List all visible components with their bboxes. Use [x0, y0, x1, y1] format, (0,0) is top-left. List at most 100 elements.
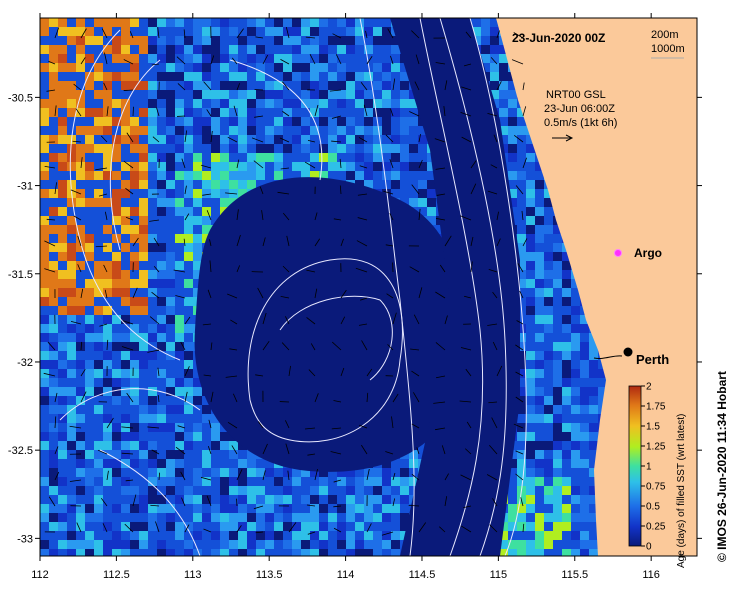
y-tick-label: -31 — [17, 181, 33, 193]
sst-pixel — [103, 378, 112, 387]
sst-pixel — [346, 18, 355, 27]
sst-pixel — [274, 27, 283, 36]
sst-pixel — [526, 198, 535, 207]
current-arrow — [47, 341, 56, 351]
current-arrow — [441, 445, 446, 455]
sst-pixel — [58, 405, 67, 414]
sst-pixel — [193, 198, 202, 207]
sst-pixel — [211, 504, 220, 513]
current-arrow — [230, 319, 238, 325]
current-arrow — [418, 134, 421, 143]
sst-pixel — [130, 144, 139, 153]
sst-pixel — [517, 522, 526, 531]
sst-pixel — [229, 45, 238, 54]
sst-pixel — [562, 504, 571, 513]
sst-pixel — [175, 144, 184, 153]
sst-pixel — [40, 297, 49, 306]
sst-pixel — [148, 243, 157, 252]
sst-pixel — [121, 432, 130, 441]
sst-pixel — [373, 162, 382, 171]
sst-pixel — [76, 234, 85, 243]
sst-pixel — [328, 126, 337, 135]
current-arrow — [287, 470, 290, 481]
sst-pixel — [157, 54, 166, 63]
sst-pixel — [58, 513, 67, 522]
sst-pixel — [130, 324, 139, 333]
sst-pixel — [211, 162, 220, 171]
colorbar-gradient — [628, 385, 642, 547]
sst-pixel — [238, 72, 247, 81]
sst-pixel — [112, 450, 121, 459]
sst-pixel — [49, 189, 58, 198]
sst-pixel — [373, 477, 382, 486]
current-arrow — [97, 449, 108, 455]
current-arrow — [492, 498, 498, 507]
land-mass — [496, 18, 697, 556]
sst-pixel — [364, 162, 373, 171]
current-arrow — [129, 31, 134, 39]
current-arrow — [76, 522, 82, 533]
current-arrow — [392, 78, 396, 91]
sst-pixel — [148, 126, 157, 135]
current-arrow — [463, 63, 472, 67]
sst-pixel — [373, 108, 382, 117]
sst-pixel — [58, 432, 67, 441]
sst-pixel — [193, 423, 202, 432]
current-arrow — [236, 159, 240, 169]
sst-pixel — [589, 486, 598, 495]
sst-pixel — [49, 54, 58, 63]
sst-pixel — [166, 99, 175, 108]
sst-pixel — [121, 540, 130, 549]
sst-pixel — [517, 351, 526, 360]
sst-pixel — [283, 54, 292, 63]
sst-pixel — [490, 72, 499, 81]
sst-pixel — [256, 153, 265, 162]
sst-pixel — [265, 99, 274, 108]
sst-pixel — [76, 450, 85, 459]
current-arrow — [392, 393, 399, 403]
sst-pixel — [562, 450, 571, 459]
sst-pixel — [184, 180, 193, 189]
sst-pixel — [139, 342, 148, 351]
current-arrow — [180, 471, 186, 481]
sst-pixel — [526, 540, 535, 549]
sst-pixel — [40, 378, 49, 387]
current-arrow — [470, 183, 477, 195]
sst-pixel — [562, 270, 571, 279]
sst-pixel — [94, 144, 103, 153]
sst-pixel — [148, 189, 157, 198]
sst-pixel — [148, 468, 157, 477]
sst-pixel — [391, 531, 400, 540]
sst-pixel — [544, 288, 553, 297]
sst-pixel — [274, 18, 283, 27]
sst-pixel — [571, 531, 580, 540]
sst-pixel — [139, 207, 148, 216]
sst-pixel — [85, 72, 94, 81]
sst-pixel — [49, 324, 58, 333]
colorbar-tick-label: 0 — [646, 542, 652, 553]
sst-pixel — [265, 90, 274, 99]
sst-pixel — [184, 234, 193, 243]
sst-pixel — [535, 540, 544, 549]
sst-pixel — [58, 243, 67, 252]
sst-pixel — [229, 90, 238, 99]
current-arrow — [151, 449, 160, 455]
sst-pixel — [526, 450, 535, 459]
current-arrow — [366, 468, 370, 481]
sst-pixel — [382, 81, 391, 90]
sst-pixel — [202, 225, 211, 234]
sst-pixel — [283, 486, 292, 495]
sst-pixel — [580, 324, 589, 333]
sst-pixel — [400, 495, 409, 504]
sst-pixel — [274, 477, 283, 486]
sst-pixel — [499, 108, 508, 117]
sst-pixel — [220, 54, 229, 63]
sst-pixel — [175, 387, 184, 396]
current-arrow — [177, 83, 186, 91]
sst-pixel — [355, 486, 364, 495]
sst-pixel — [40, 27, 49, 36]
sst-pixel — [121, 180, 130, 189]
sst-pixel — [67, 423, 76, 432]
sst-pixel — [256, 513, 265, 522]
sst-pixel — [175, 36, 184, 45]
